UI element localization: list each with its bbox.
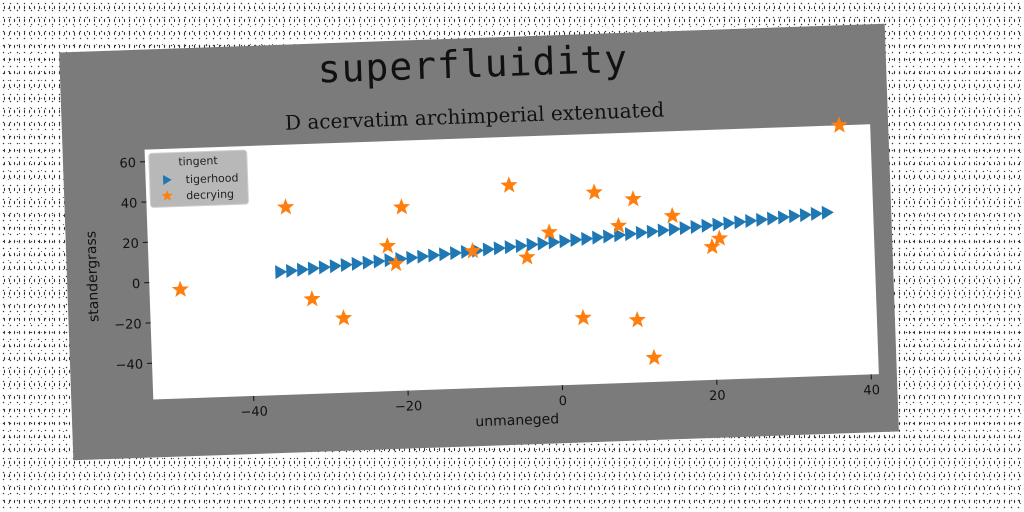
tigerhood-point	[548, 235, 561, 250]
legend-marker-tigerhood	[162, 174, 172, 185]
tigerhood-point	[526, 237, 539, 252]
tigerhood-point	[362, 255, 375, 270]
decrying-point	[710, 229, 729, 246]
legend: tingent tigerhood decrying	[148, 149, 249, 208]
decrying-point	[387, 254, 405, 272]
decrying-point	[663, 206, 681, 224]
decrying-point	[518, 248, 536, 265]
tigerhood-point	[690, 219, 703, 234]
tigerhood-point	[384, 253, 397, 268]
tigerhood-point	[329, 259, 342, 274]
decrying-point	[335, 309, 353, 326]
tigerhood-point	[745, 214, 758, 229]
tigerhood-point	[767, 211, 780, 226]
x-tick-label: −40	[240, 404, 268, 420]
decrying-point	[645, 348, 663, 366]
y-axis-label: standergrass	[83, 231, 102, 323]
y-tick-label: 0	[132, 277, 141, 292]
legend-title: tingent	[178, 154, 218, 168]
tigerhood-point	[592, 230, 605, 245]
tigerhood-point	[646, 224, 659, 239]
decrying-point	[628, 311, 646, 328]
decrying-point	[464, 242, 482, 259]
decrying-point	[585, 183, 603, 200]
tigerhood-point	[340, 258, 353, 273]
tigerhood-point	[373, 254, 386, 269]
plot-area	[144, 124, 879, 400]
x-axis-label: unmaneged	[475, 411, 559, 430]
tigerhood-point	[799, 208, 812, 223]
tigerhood-point	[810, 206, 823, 221]
tigerhood-point	[777, 210, 791, 225]
tigerhood-point	[450, 246, 463, 261]
tigerhood-point	[668, 222, 681, 237]
legend-label-decrying: decrying	[186, 188, 234, 203]
chart-figure: superfluidity D acervatim archimperial e…	[59, 23, 899, 461]
y-tick-label: −40	[115, 358, 143, 374]
tigerhood-point	[613, 228, 627, 243]
tigerhood-point	[439, 247, 452, 262]
tigerhood-point	[307, 261, 321, 276]
x-tick-label: −20	[395, 399, 423, 415]
tigerhood-point	[428, 248, 441, 263]
series-layer	[171, 116, 848, 366]
tigerhood-point	[712, 217, 725, 232]
legend-box	[148, 149, 249, 208]
legend-label-tigerhood: tigerhood	[185, 171, 238, 186]
tigerhood-point	[821, 205, 834, 220]
decrying-point	[624, 190, 642, 207]
tigerhood-point	[318, 260, 331, 275]
tigerhood-point	[406, 250, 419, 265]
tigerhood-point	[275, 265, 288, 280]
tigerhood-point	[504, 240, 517, 255]
tigerhood-point	[559, 234, 572, 249]
tigerhood-point	[296, 262, 310, 277]
tigerhood-point	[570, 233, 583, 248]
tigerhood-point	[581, 231, 594, 246]
tigerhood-point	[515, 238, 528, 253]
decrying-point	[574, 308, 592, 326]
tigerhood-point	[460, 244, 474, 259]
tigerhood-point	[286, 263, 299, 278]
y-tick-label: 20	[122, 237, 139, 253]
decrying-point	[609, 216, 628, 234]
tigerhood-point	[701, 218, 714, 233]
tigerhood-point	[537, 236, 550, 251]
tigerhood-point	[624, 227, 638, 242]
legend-marker-decrying	[161, 189, 173, 201]
decrying-point	[392, 198, 411, 215]
tigerhood-point	[351, 256, 364, 271]
x-tick-label: 40	[863, 383, 880, 399]
tigerhood-point	[482, 242, 495, 257]
tigerhood-point	[734, 215, 747, 230]
axis-ticks: −40 −20 0 20 40 −40 −20 0 20 40 60	[114, 156, 880, 420]
decrying-point	[703, 237, 721, 255]
x-tick-label: 20	[709, 388, 726, 404]
y-tick-label: 40	[121, 196, 138, 212]
tigerhood-point	[635, 225, 648, 240]
decrying-point	[540, 223, 558, 240]
tigerhood-point	[679, 221, 692, 236]
tigerhood-point	[657, 223, 670, 238]
x-tick-label: 0	[559, 394, 568, 409]
decrying-point	[378, 237, 396, 254]
decrying-point	[500, 176, 518, 193]
tigerhood-point	[417, 249, 430, 264]
tigerhood-point	[493, 241, 506, 256]
decrying-point	[277, 198, 295, 215]
y-tick-label: −20	[114, 317, 142, 333]
decrying-point	[171, 280, 189, 298]
tigerhood-point	[756, 212, 769, 227]
chart-svg: −40 −20 0 20 40 −40 −20 0 20 40 60 unmaneged stand…	[83, 116, 880, 430]
tigerhood-point	[788, 209, 802, 224]
tigerhood-point	[603, 229, 616, 244]
tigerhood-point	[723, 216, 736, 231]
y-tick-label: 60	[119, 156, 136, 172]
decrying-point	[830, 116, 848, 133]
decrying-point	[303, 290, 321, 307]
